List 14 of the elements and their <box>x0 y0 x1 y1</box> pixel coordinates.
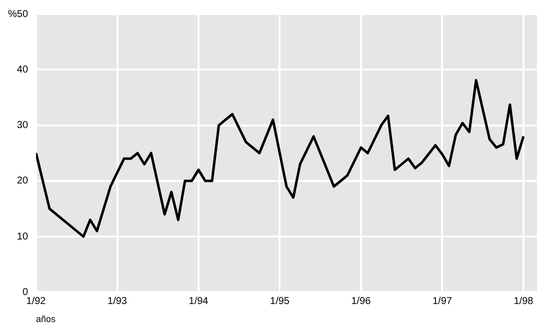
x-tick-label: 1/92 <box>26 296 46 307</box>
x-tick-label: 1/96 <box>351 296 372 307</box>
x-tick-label: 1/98 <box>514 296 534 307</box>
y-tick-label: 20 <box>16 176 28 187</box>
x-axis-title: años <box>36 314 56 324</box>
x-tick-label: 1/93 <box>108 296 128 307</box>
x-tick-label: 1/94 <box>188 296 209 307</box>
y-tick-label: 0 <box>22 286 28 298</box>
x-tick-label: 1/95 <box>270 296 290 307</box>
y-tick-label: 10 <box>16 231 28 242</box>
y-tick-label: 30 <box>16 120 28 132</box>
x-tick-label: 1/97 <box>432 296 452 307</box>
y-tick-label: %50 <box>8 8 28 20</box>
y-tick-label: 40 <box>16 64 28 76</box>
